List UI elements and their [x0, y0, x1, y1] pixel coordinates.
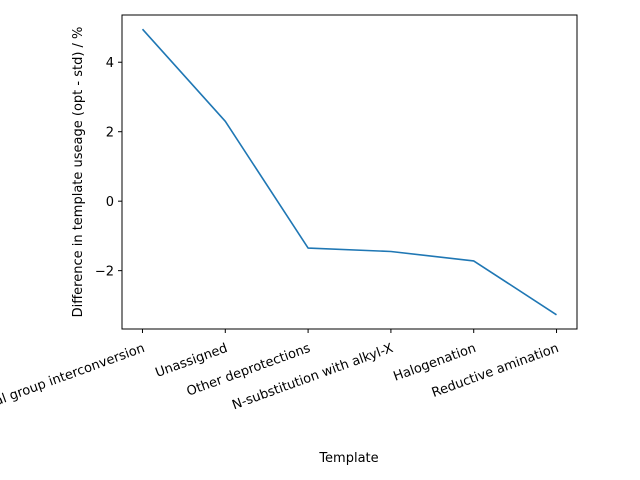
x-axis-label: Template: [318, 451, 378, 466]
y-tick-label: −2: [95, 265, 114, 280]
y-axis-label: Difference in template useage (opt - std…: [71, 27, 86, 318]
y-tick-label: 0: [106, 195, 114, 210]
x-tick-label: N-substitution with alkyl-X: [230, 341, 395, 413]
x-axis: Other functional group interconversionUn…: [0, 329, 561, 441]
y-axis: −2 0 2 4: [95, 56, 122, 280]
series-line: [141, 28, 557, 316]
plot-frame: [121, 14, 578, 330]
x-tick-label: Other functional group interconversion: [0, 341, 147, 442]
plot-area: [121, 14, 578, 330]
y-tick-label: 4: [106, 56, 114, 71]
series-group: [141, 28, 557, 316]
y-tick-label: 2: [106, 126, 114, 141]
